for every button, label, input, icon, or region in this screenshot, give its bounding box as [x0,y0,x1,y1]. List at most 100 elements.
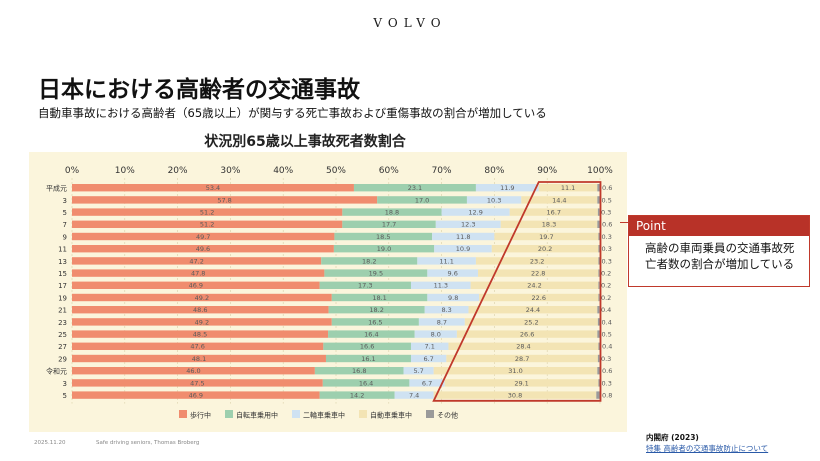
data-label: 49.2 [195,294,209,302]
data-label: 51.2 [200,209,214,217]
bar-segment [441,208,510,216]
legend-swatch [179,410,187,418]
data-label: 18.8 [385,209,399,217]
bar-segment [479,293,599,302]
source-link[interactable]: 特集 高齢者の交通事故防止について [646,444,769,453]
bar-segment [597,318,600,326]
bar-segment [72,281,320,289]
data-label: 11.3 [434,282,448,290]
legend-swatch [292,410,300,418]
bar-segment [333,245,435,253]
bar-segment [72,208,343,216]
data-label: 0.5 [602,331,612,339]
bar-segment [509,208,598,216]
legend-label: 自動車乗車中 [370,411,412,420]
data-label: 19.0 [377,245,391,253]
chart-background [29,152,627,432]
data-label: 11.1 [561,184,575,192]
bar-segment [319,281,411,289]
data-label: 23.1 [408,184,422,192]
bar-segment [470,281,599,289]
data-label: 18.3 [542,221,556,229]
y-tick-label: 13 [58,258,67,266]
x-tick-label: 40% [273,166,293,176]
data-label: 26.6 [520,331,534,339]
bar-segment [410,281,471,289]
data-label: 0.3 [602,233,612,241]
data-label: 0.4 [602,343,612,351]
bar-segment [314,367,404,375]
bar-segment [72,391,320,399]
bar-segment [72,257,322,265]
bar-segment [597,220,601,228]
data-label: 0.5 [602,196,612,204]
y-tick-label: 11 [58,246,67,254]
footer-note: Safe driving seniors, Thomas Broberg [96,440,200,446]
bar-segment [72,196,378,204]
data-label: 24.4 [526,306,540,314]
y-tick-label: 21 [58,307,67,315]
y-tick-label: 5 [63,209,67,217]
bar-segment [491,245,599,253]
data-label: 6.7 [423,355,433,363]
bar-segment [418,318,465,326]
data-label: 18.1 [372,294,386,302]
data-label: 47.2 [189,257,203,265]
bar-segment [521,196,598,204]
bar-segment [597,354,600,363]
y-tick-label: 25 [58,331,67,339]
bar-segment [598,257,600,265]
bar-segment [446,354,598,363]
bar-segment [72,269,325,277]
data-label: 0.3 [602,257,612,265]
data-label: 14.2 [350,392,364,400]
source-title: 内閣府 (2023) [646,433,699,442]
legend-label: その他 [437,411,458,420]
bar-segment [427,293,480,302]
bar-segment [427,269,479,277]
bar-segment [464,318,598,326]
x-tick-label: 0% [65,166,80,176]
data-label: 25.2 [524,318,538,326]
y-tick-label: 3 [63,197,67,205]
data-label: 22.8 [531,270,545,278]
bar-segment [448,342,599,350]
data-label: 19.5 [369,270,383,278]
bar-segment [324,269,428,277]
data-label: 0.2 [601,270,611,278]
y-tick-label: 27 [58,343,67,351]
point-connector [620,222,628,223]
bar-segment [433,367,598,375]
bar-segment [72,220,343,228]
x-tick-label: 90% [537,166,557,176]
bar-segment [410,342,449,350]
bar-segment [432,232,495,241]
bar-segment [468,306,598,314]
y-tick-label: 17 [58,282,67,290]
bar-segment [466,196,522,204]
bar-segment [72,367,315,375]
bar-segment [72,306,329,314]
point-label: Point [629,216,809,236]
data-label: 10.9 [456,245,470,253]
data-label: 51.2 [200,221,214,229]
data-label: 0.3 [601,355,611,363]
data-label: 0.6 [602,184,612,192]
data-label: 22.6 [532,294,546,302]
data-label: 46.9 [189,392,203,400]
bar-segment [598,379,600,387]
data-label: 8.7 [437,318,447,326]
data-label: 18.2 [369,306,383,314]
bar-segment [435,220,501,228]
data-label: 16.4 [359,379,373,387]
stacked-bar-chart: 0% 10% 20% 30% 40% 50% 60% 70% 80% 90% 100% 平成元 53.4… [29,152,627,432]
data-label: 28.4 [516,343,530,351]
data-label: 47.5 [190,379,204,387]
bar-segment [321,257,418,265]
data-label: 0.6 [602,367,612,375]
bar-segment [72,330,329,338]
bar-segment [500,220,598,228]
data-label: 16.8 [352,367,366,375]
bar-segment [598,281,600,289]
point-text: 高齢の車両乗員の交通事故死亡者数の割合が増加している [645,241,795,271]
